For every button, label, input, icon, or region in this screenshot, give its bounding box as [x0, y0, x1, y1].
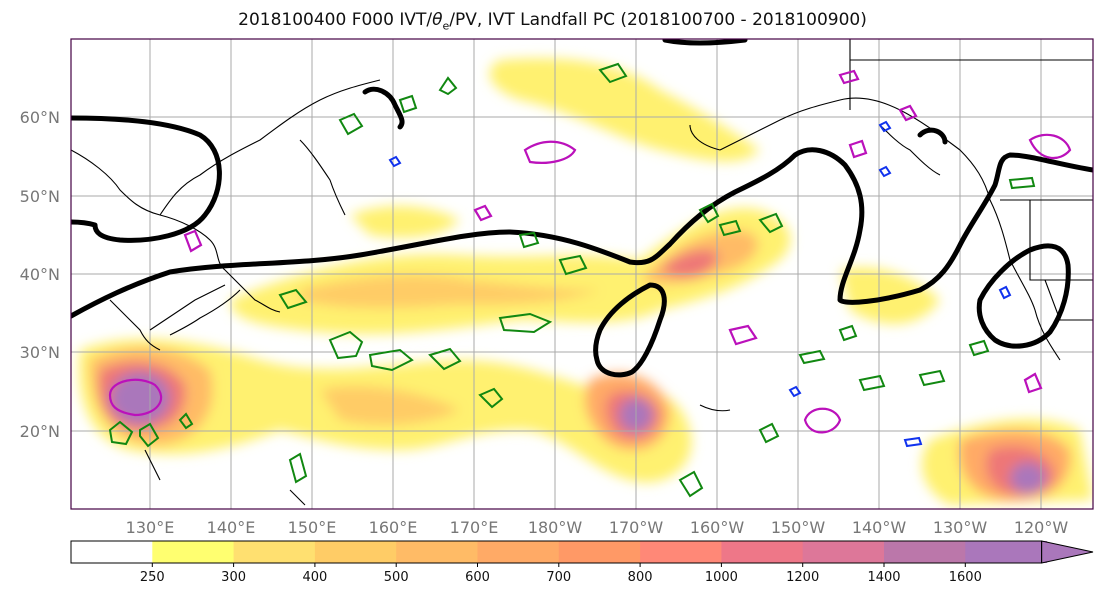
title-prefix: 2018100400 F000 IVT/ — [238, 10, 433, 30]
colorbar-label: 1000 — [705, 570, 738, 585]
plot-area — [71, 39, 1093, 509]
lat-label: 30°N — [20, 343, 60, 362]
lon-label: 150°E — [288, 518, 337, 537]
lon-label: 130°E — [126, 518, 175, 537]
colorbar: 250 300 400 500 600 700 800 1000 1200 1400 1600 — [70, 540, 1094, 585]
colorbar-outline — [70, 540, 1043, 564]
colorbar-segment — [233, 541, 316, 563]
theta-e-contours — [71, 39, 1093, 378]
colorbar-segment — [721, 541, 804, 563]
title-suffix: /PV, IVT Landfall PC (2018100700 - 20181… — [449, 10, 867, 30]
pv-contours-blue — [388, 120, 1012, 448]
colorbar-segment — [314, 541, 397, 563]
lat-label: 60°N — [20, 108, 60, 127]
lat-label: 50°N — [20, 187, 60, 206]
colorbar-segment — [884, 541, 966, 563]
colorbar-label: 250 — [140, 570, 165, 585]
lon-label: 120°W — [1014, 518, 1069, 537]
colorbar-label: 1200 — [786, 570, 819, 585]
map-title: 2018100400 F000 IVT/θe/PV, IVT Landfall … — [0, 10, 1105, 32]
colorbar-label: 500 — [384, 570, 409, 585]
longitude-labels: 130°E 140°E 150°E 160°E 170°E 180°W 170°… — [126, 518, 1069, 537]
lon-label: 180°W — [528, 518, 583, 537]
colorbar-segment — [477, 541, 560, 563]
colorbar-segment — [558, 541, 641, 563]
lon-label: 150°W — [771, 518, 826, 537]
pv-contours-green — [108, 62, 1036, 498]
title-theta-subscript: e — [442, 19, 450, 33]
latitude-labels: 60°N 50°N 40°N 30°N 20°N — [20, 108, 60, 441]
lat-label: 40°N — [20, 265, 60, 284]
colorbar-segment — [396, 541, 478, 563]
colorbar-segment — [152, 541, 235, 563]
colorbar-label: 1600 — [949, 570, 982, 585]
lon-label: 140°E — [207, 518, 256, 537]
colorbar-extend-arrow — [1041, 540, 1094, 564]
colorbar-segment — [802, 541, 885, 563]
graticule — [71, 39, 1093, 509]
title-theta-symbol: θ — [432, 10, 443, 30]
colorbar-label: 700 — [546, 570, 571, 585]
lon-label: 170°E — [450, 518, 499, 537]
colorbar-label: 400 — [302, 570, 327, 585]
lon-label: 170°W — [609, 518, 664, 537]
lat-label: 20°N — [20, 422, 60, 441]
colorbar-segment — [640, 541, 722, 563]
coastlines — [71, 39, 1093, 506]
colorbar-label: 1400 — [867, 570, 900, 585]
colorbar-label: 600 — [465, 570, 490, 585]
lon-label: 160°E — [369, 518, 418, 537]
map-frame — [70, 38, 1094, 510]
colorbar-label: 300 — [221, 570, 246, 585]
lon-label: 160°W — [690, 518, 745, 537]
colorbar-segment — [965, 541, 1048, 563]
colorbar-label: 800 — [628, 570, 653, 585]
colorbar-segment — [71, 541, 153, 563]
lon-label: 130°W — [933, 518, 988, 537]
lon-label: 140°W — [852, 518, 907, 537]
pv-contours-magenta — [108, 69, 1072, 434]
